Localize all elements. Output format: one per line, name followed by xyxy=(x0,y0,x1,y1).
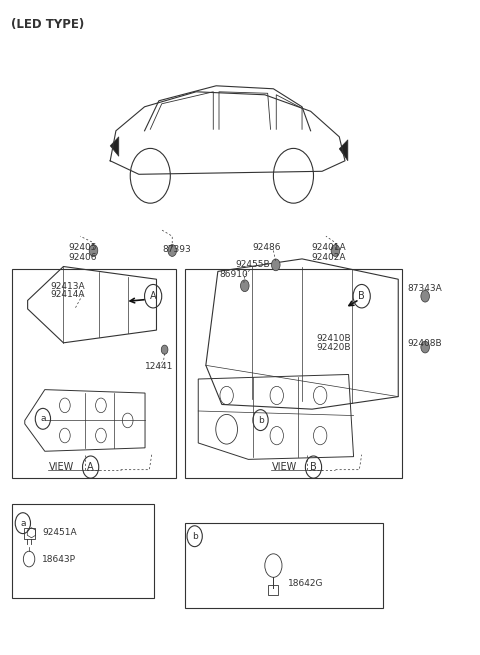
Text: 92413A: 92413A xyxy=(50,282,84,291)
Text: b: b xyxy=(258,416,264,424)
Text: 18643P: 18643P xyxy=(42,555,76,563)
Text: 12441: 12441 xyxy=(144,362,173,371)
Text: B: B xyxy=(310,462,317,472)
Text: 92420B: 92420B xyxy=(316,343,351,352)
Text: 92414A: 92414A xyxy=(50,290,84,299)
Text: 92408B: 92408B xyxy=(407,339,442,348)
Text: 18642G: 18642G xyxy=(288,578,323,588)
Text: 92405: 92405 xyxy=(68,244,96,252)
Circle shape xyxy=(421,290,430,302)
Text: a: a xyxy=(20,519,25,528)
Text: 87393: 87393 xyxy=(163,245,192,253)
Text: A: A xyxy=(150,291,156,301)
Text: b: b xyxy=(192,532,198,541)
Text: 92406: 92406 xyxy=(68,253,96,261)
Text: 92410B: 92410B xyxy=(316,334,351,343)
Text: 92451A: 92451A xyxy=(42,529,77,538)
Polygon shape xyxy=(110,137,119,157)
Text: VIEW: VIEW xyxy=(272,462,297,472)
Text: 92401A: 92401A xyxy=(312,244,346,252)
Text: 92455B: 92455B xyxy=(235,261,270,269)
Circle shape xyxy=(168,245,177,256)
Text: 86910: 86910 xyxy=(219,269,248,278)
Text: A: A xyxy=(87,462,94,472)
Text: 92486: 92486 xyxy=(252,244,280,252)
Circle shape xyxy=(331,245,340,256)
Circle shape xyxy=(161,345,168,354)
Text: 92402A: 92402A xyxy=(312,253,346,261)
Text: ⬡: ⬡ xyxy=(24,527,36,540)
Polygon shape xyxy=(339,140,348,160)
Text: (LED TYPE): (LED TYPE) xyxy=(11,18,84,31)
Circle shape xyxy=(272,259,280,271)
Text: VIEW: VIEW xyxy=(49,462,74,472)
Circle shape xyxy=(240,280,249,291)
Circle shape xyxy=(421,341,430,353)
Text: a: a xyxy=(40,415,46,423)
Text: 87343A: 87343A xyxy=(407,284,442,293)
Circle shape xyxy=(89,245,98,256)
Text: B: B xyxy=(358,291,365,301)
